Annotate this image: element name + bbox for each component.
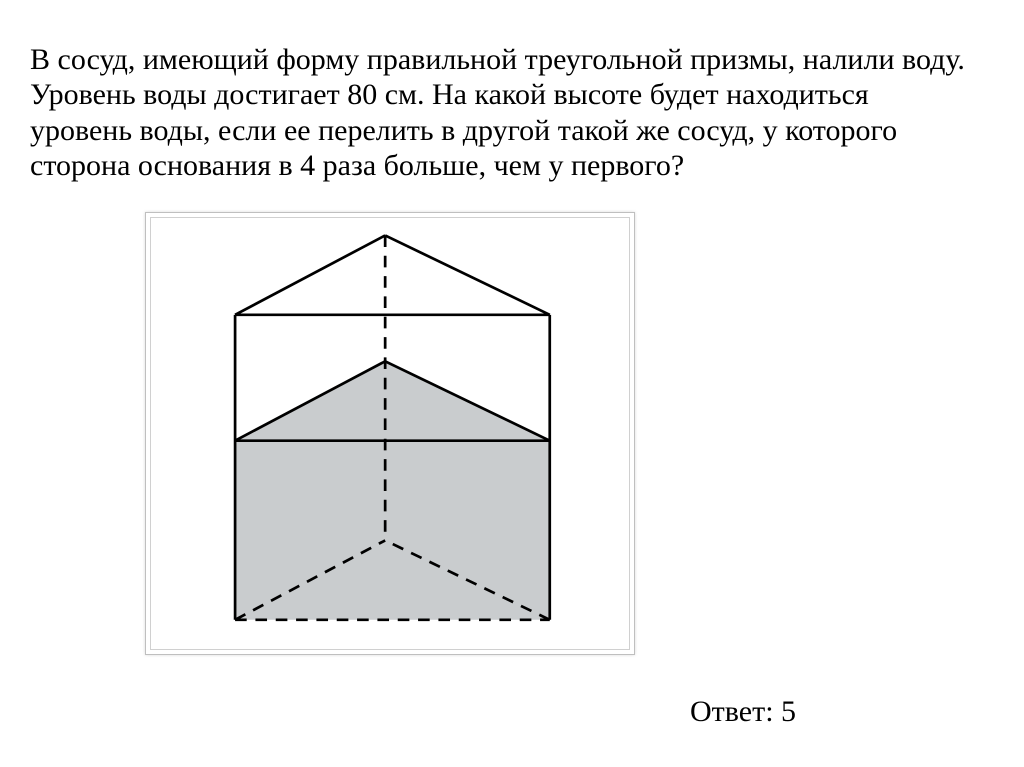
prism-diagram [151, 218, 629, 644]
answer-text: Ответ: 5 [690, 695, 796, 729]
prism-figure-frame [145, 212, 635, 655]
problem-text: В сосуд, имеющий форму правильной треуго… [30, 42, 974, 184]
